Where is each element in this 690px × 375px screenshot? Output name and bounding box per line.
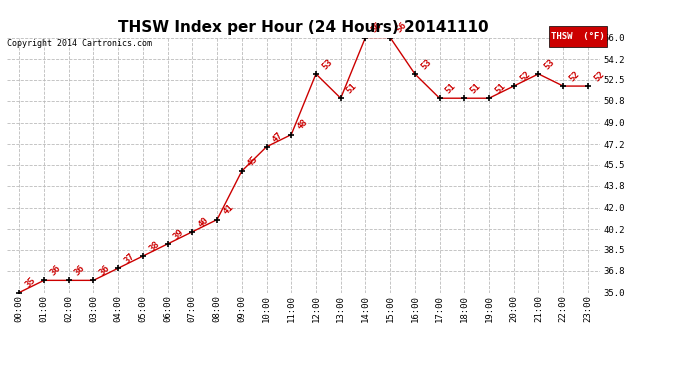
Text: THSW  (°F): THSW (°F) [551,32,604,41]
Text: 45: 45 [246,154,260,168]
Text: 36: 36 [73,264,87,278]
Text: 35: 35 [23,276,37,290]
Title: THSW Index per Hour (24 Hours) 20141110: THSW Index per Hour (24 Hours) 20141110 [118,20,489,35]
Text: 51: 51 [493,81,507,95]
Text: 52: 52 [518,69,532,83]
Text: 51: 51 [444,81,457,95]
Text: 41: 41 [221,203,235,217]
Text: 53: 53 [542,57,557,71]
Text: 48: 48 [295,118,309,132]
Text: 36: 36 [48,264,62,278]
Text: 40: 40 [197,215,210,229]
Text: 39: 39 [172,227,186,241]
Text: 38: 38 [147,239,161,253]
Text: 47: 47 [270,130,285,144]
Text: 52: 52 [567,69,582,83]
Text: 56: 56 [394,21,408,35]
Text: 51: 51 [469,81,482,95]
Text: 53: 53 [320,57,334,71]
Text: Copyright 2014 Cartronics.com: Copyright 2014 Cartronics.com [7,39,152,48]
Text: 53: 53 [419,57,433,71]
Text: 56: 56 [370,21,384,35]
Text: 52: 52 [592,69,606,83]
Text: 37: 37 [122,252,137,266]
Text: 51: 51 [345,81,359,95]
Text: 36: 36 [97,264,112,278]
